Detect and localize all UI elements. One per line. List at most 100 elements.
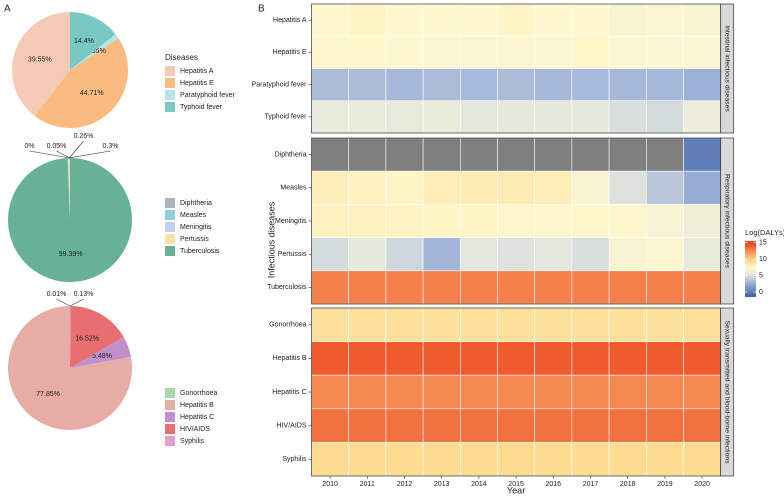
heat-cell: [683, 3, 722, 37]
heat-cell: [348, 408, 387, 443]
legend-label: Tuberculosis: [180, 248, 220, 255]
legend-key: [165, 90, 175, 100]
heat-cell: [422, 35, 461, 69]
heat-cell: [608, 408, 647, 443]
heat-cell: [422, 237, 461, 272]
heat-cell: [459, 204, 498, 238]
x-axis-title: Year: [507, 485, 525, 495]
heat-cell: [311, 3, 350, 37]
strip: [720, 307, 735, 477]
heat-cell: [497, 100, 536, 134]
pie-slice: [70, 306, 71, 368]
legend-label: Hepatitis B: [180, 402, 214, 409]
colorbar-tick-label: 5: [759, 272, 763, 279]
heat-cell: [645, 442, 684, 477]
heat-cell: [459, 270, 498, 305]
heat-cell: [497, 341, 536, 376]
x-tick-label: 2010: [322, 481, 338, 488]
heat-cell: [422, 170, 461, 205]
slice-label: 5.48%: [92, 353, 112, 360]
heat-cell: [645, 270, 684, 305]
heat-cell: [348, 137, 387, 172]
legend-key: [165, 66, 175, 76]
strip-text: Intestinal infectious diseases: [723, 25, 730, 112]
x-tick-label: 2014: [471, 481, 487, 488]
heat-cell: [311, 442, 350, 477]
legend-label: HIV/AIDS: [180, 426, 210, 433]
legend-title: Diseases: [165, 53, 198, 62]
heat-cell: [645, 237, 684, 272]
heat-cell: [348, 442, 387, 477]
heat-cell: [683, 204, 722, 238]
heat-cell: [422, 68, 461, 102]
pie-slice: [70, 306, 124, 368]
heat-cell: [534, 374, 573, 410]
y-tick-label: Diphtheria: [275, 151, 307, 158]
pie-slice: [68, 158, 70, 220]
heat-cell: [645, 204, 684, 238]
leader-line: [29, 150, 71, 159]
heat-cell: [422, 442, 461, 477]
heat-cell: [459, 35, 498, 69]
heat-cell: [385, 204, 424, 238]
heat-cell: [608, 170, 647, 205]
y-tick-label: Syphilis: [282, 456, 307, 463]
x-tick-label: 2013: [434, 481, 450, 488]
strip-text: Sexually transmitted and blood-borne inf…: [723, 320, 730, 464]
pie-slice: [7, 158, 132, 282]
heat-cell: [348, 3, 387, 37]
strip: [720, 3, 735, 134]
heat-cell: [497, 237, 536, 272]
heat-cell: [459, 442, 498, 477]
heat-cell: [534, 3, 573, 37]
heat-cell: [683, 307, 722, 342]
slice-label: 99.39%: [59, 251, 83, 258]
heat-cell: [459, 408, 498, 443]
x-tick-label: 2012: [397, 481, 413, 488]
heat-cell: [311, 374, 350, 410]
heat-cell: [459, 100, 498, 134]
legend-key: [165, 246, 175, 256]
heat-cell: [608, 374, 647, 410]
heat-cell: [459, 170, 498, 205]
heat-cell: [645, 307, 684, 342]
heat-cell: [311, 204, 350, 238]
pie-slice: [70, 336, 131, 368]
heat-cell: [608, 204, 647, 238]
heat-cell: [534, 68, 573, 102]
legend-label: Pertussis: [180, 236, 209, 243]
heat-cell: [571, 170, 610, 205]
heat-cell: [385, 137, 424, 172]
heat-cell: [385, 374, 424, 410]
panel-label: A: [4, 4, 11, 15]
heat-cell: [348, 237, 387, 272]
heat-cell: [571, 270, 610, 305]
heat-cell: [534, 270, 573, 305]
heat-cell: [385, 270, 424, 305]
heat-cell: [571, 137, 610, 172]
heat-cell: [311, 408, 350, 443]
heat-cell: [497, 270, 536, 305]
heat-cell: [497, 170, 536, 205]
heat-cell: [608, 68, 647, 102]
heat-cell: [645, 137, 684, 172]
colorbar: [745, 241, 756, 297]
heat-cell: [311, 100, 350, 134]
heat-cell: [311, 237, 350, 272]
heat-cell: [497, 68, 536, 102]
heat-cell: [311, 170, 350, 205]
heat-cell: [385, 68, 424, 102]
leader-line: [56, 298, 71, 307]
heat-cell: [534, 35, 573, 69]
heat-cell: [385, 3, 424, 37]
heat-cell: [534, 442, 573, 477]
heat-cell: [645, 408, 684, 443]
heat-cell: [422, 307, 461, 342]
leader-line: [70, 298, 84, 307]
heat-cell: [497, 204, 536, 238]
y-tick-label: Hepatitis A: [273, 17, 307, 24]
heat-cell: [534, 204, 573, 238]
heat-cell: [608, 270, 647, 305]
heat-cell: [608, 35, 647, 69]
heat-cell: [608, 137, 647, 172]
